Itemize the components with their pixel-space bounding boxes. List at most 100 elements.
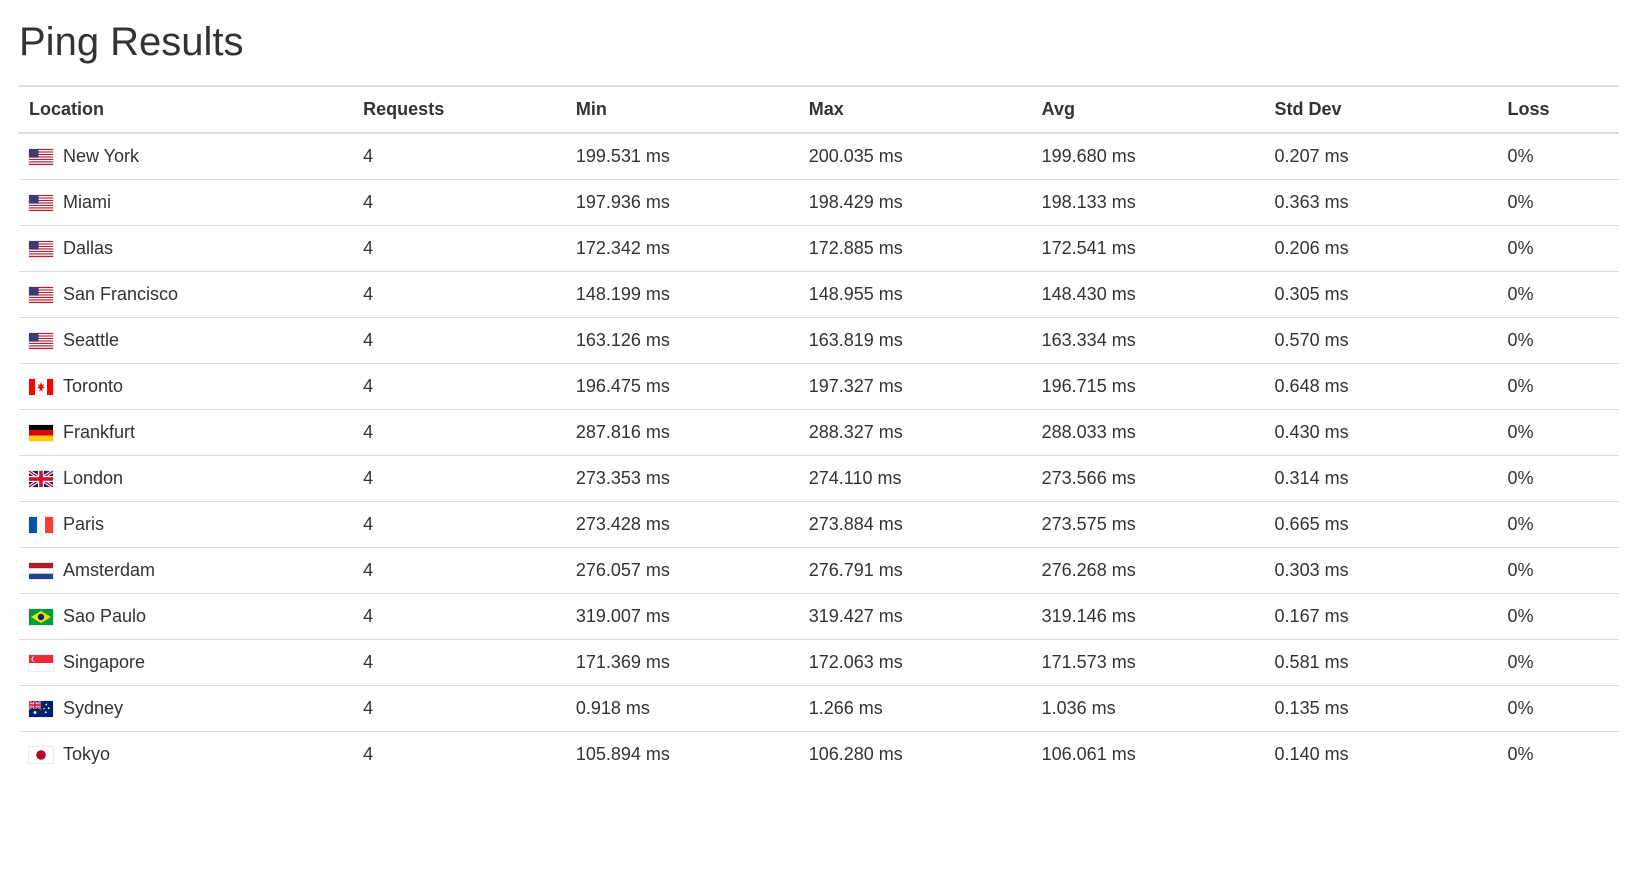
- de-flag-icon: [29, 425, 53, 441]
- table-row: New York4199.531 ms200.035 ms199.680 ms0…: [19, 133, 1619, 180]
- table-row: Frankfurt4287.816 ms288.327 ms288.033 ms…: [19, 410, 1619, 456]
- location-label: Frankfurt: [63, 422, 135, 443]
- cell-avg: 319.146 ms: [1032, 594, 1265, 640]
- cell-stddev: 0.363 ms: [1265, 180, 1498, 226]
- cell-location: Sao Paulo: [19, 594, 353, 640]
- cell-stddev: 0.665 ms: [1265, 502, 1498, 548]
- ping-results-table: Location Requests Min Max Avg Std Dev Lo…: [19, 85, 1619, 777]
- table-row: Paris 4273.428 ms273.884 ms273.575 ms0.66…: [19, 502, 1619, 548]
- cell-loss: 0%: [1497, 502, 1619, 548]
- cell-requests: 4: [353, 364, 566, 410]
- location-label: Tokyo: [63, 744, 110, 765]
- cell-location: Miami: [19, 180, 353, 226]
- cell-min: 171.369 ms: [566, 640, 799, 686]
- cell-loss: 0%: [1497, 226, 1619, 272]
- location-label: San Francisco: [63, 284, 178, 305]
- cell-requests: 4: [353, 686, 566, 732]
- cell-location: Singapore: [19, 640, 353, 686]
- cell-location: Amsterdam: [19, 548, 353, 594]
- cell-loss: 0%: [1497, 640, 1619, 686]
- location-label: Sydney: [63, 698, 123, 719]
- cell-min: 163.126 ms: [566, 318, 799, 364]
- cell-max: 276.791 ms: [799, 548, 1032, 594]
- au-flag-icon: [29, 701, 53, 717]
- location-label: Toronto: [63, 376, 123, 397]
- cell-location: San Francisco: [19, 272, 353, 318]
- page-title: Ping Results: [19, 20, 1619, 65]
- cell-loss: 0%: [1497, 318, 1619, 364]
- cell-location: Dallas: [19, 226, 353, 272]
- cell-avg: 163.334 ms: [1032, 318, 1265, 364]
- col-loss[interactable]: Loss: [1497, 86, 1619, 133]
- cell-min: 197.936 ms: [566, 180, 799, 226]
- cell-max: 288.327 ms: [799, 410, 1032, 456]
- cell-requests: 4: [353, 226, 566, 272]
- location-label: New York: [63, 146, 139, 167]
- table-body: New York4199.531 ms200.035 ms199.680 ms0…: [19, 133, 1619, 777]
- col-avg[interactable]: Avg: [1032, 86, 1265, 133]
- cell-stddev: 0.206 ms: [1265, 226, 1498, 272]
- br-flag-icon: [29, 609, 53, 625]
- location-label: Singapore: [63, 652, 145, 673]
- table-row: Seattle4163.126 ms163.819 ms163.334 ms0.…: [19, 318, 1619, 364]
- cell-stddev: 0.167 ms: [1265, 594, 1498, 640]
- cell-location: Paris: [19, 502, 353, 548]
- col-max[interactable]: Max: [799, 86, 1032, 133]
- col-stddev[interactable]: Std Dev: [1265, 86, 1498, 133]
- ping-results-panel: Ping Results Location Requests Min Max A…: [1, 0, 1637, 807]
- cell-loss: 0%: [1497, 272, 1619, 318]
- cell-stddev: 0.648 ms: [1265, 364, 1498, 410]
- cell-avg: 273.575 ms: [1032, 502, 1265, 548]
- cell-requests: 4: [353, 456, 566, 502]
- cell-min: 276.057 ms: [566, 548, 799, 594]
- cell-requests: 4: [353, 318, 566, 364]
- cell-location: Frankfurt: [19, 410, 353, 456]
- location-label: Paris: [63, 514, 104, 535]
- table-row: Sydney40.918 ms1.266 ms1.036 ms0.135 ms0…: [19, 686, 1619, 732]
- col-min[interactable]: Min: [566, 86, 799, 133]
- cell-max: 274.110 ms: [799, 456, 1032, 502]
- cell-loss: 0%: [1497, 686, 1619, 732]
- cell-min: 273.428 ms: [566, 502, 799, 548]
- location-label: Amsterdam: [63, 560, 155, 581]
- cell-loss: 0%: [1497, 410, 1619, 456]
- cell-stddev: 0.430 ms: [1265, 410, 1498, 456]
- cell-max: 200.035 ms: [799, 133, 1032, 180]
- location-label: Seattle: [63, 330, 119, 351]
- cell-stddev: 0.570 ms: [1265, 318, 1498, 364]
- cell-max: 1.266 ms: [799, 686, 1032, 732]
- cell-requests: 4: [353, 548, 566, 594]
- location-label: Dallas: [63, 238, 113, 259]
- table-row: San Francisco4148.199 ms148.955 ms148.43…: [19, 272, 1619, 318]
- cell-max: 197.327 ms: [799, 364, 1032, 410]
- cell-stddev: 0.207 ms: [1265, 133, 1498, 180]
- cell-stddev: 0.135 ms: [1265, 686, 1498, 732]
- jp-flag-icon: [29, 747, 53, 763]
- cell-loss: 0%: [1497, 594, 1619, 640]
- cell-avg: 172.541 ms: [1032, 226, 1265, 272]
- cell-requests: 4: [353, 732, 566, 778]
- cell-requests: 4: [353, 502, 566, 548]
- cell-avg: 199.680 ms: [1032, 133, 1265, 180]
- cell-max: 172.063 ms: [799, 640, 1032, 686]
- cell-location: London: [19, 456, 353, 502]
- cell-max: 172.885 ms: [799, 226, 1032, 272]
- nl-flag-icon: [29, 563, 53, 579]
- cell-stddev: 0.305 ms: [1265, 272, 1498, 318]
- gb-flag-icon: [29, 471, 53, 487]
- cell-location: Tokyo: [19, 732, 353, 778]
- cell-loss: 0%: [1497, 180, 1619, 226]
- cell-max: 148.955 ms: [799, 272, 1032, 318]
- us-flag-icon: [29, 195, 53, 211]
- cell-min: 172.342 ms: [566, 226, 799, 272]
- us-flag-icon: [29, 333, 53, 349]
- cell-max: 106.280 ms: [799, 732, 1032, 778]
- cell-max: 273.884 ms: [799, 502, 1032, 548]
- sg-flag-icon: [29, 655, 53, 671]
- ca-flag-icon: [29, 379, 53, 395]
- col-requests[interactable]: Requests: [353, 86, 566, 133]
- cell-location: New York: [19, 133, 353, 180]
- us-flag-icon: [29, 149, 53, 165]
- cell-loss: 0%: [1497, 548, 1619, 594]
- col-location[interactable]: Location: [19, 86, 353, 133]
